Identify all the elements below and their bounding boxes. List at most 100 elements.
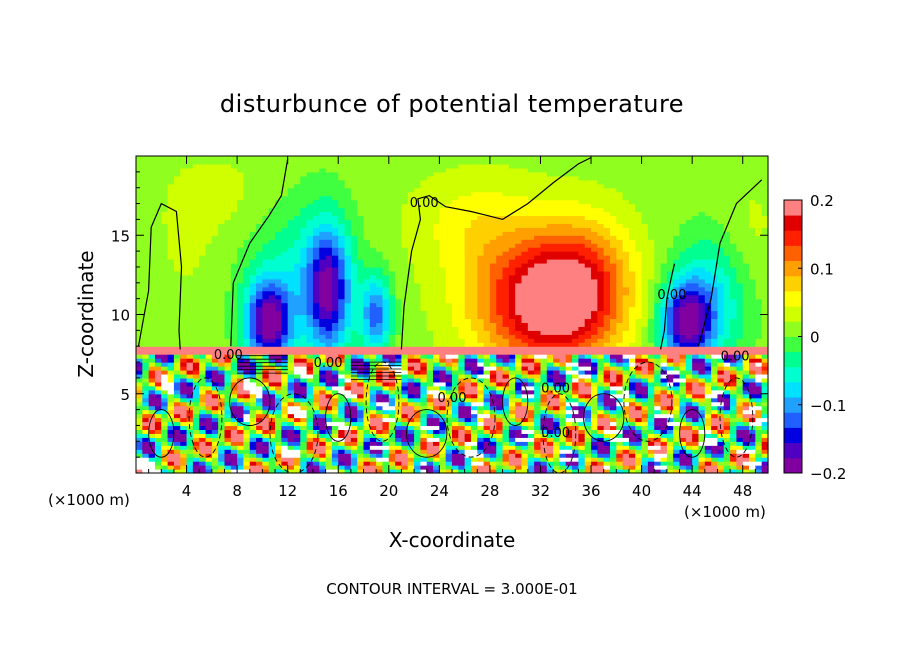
heatmap-cell	[218, 191, 226, 197]
heatmap-cell	[470, 346, 478, 351]
heatmap-cell	[211, 346, 219, 351]
heatmap-cell	[363, 405, 371, 411]
heatmap-cell	[319, 429, 327, 434]
heatmap-cell	[344, 298, 352, 304]
heatmap-cell	[224, 207, 232, 213]
heatmap-cell	[338, 397, 346, 403]
heatmap-cell	[161, 266, 169, 272]
heatmap-cell	[420, 429, 428, 434]
heatmap-cell	[287, 286, 295, 292]
heatmap-cell	[268, 461, 276, 466]
heatmap-cell	[369, 219, 377, 224]
heatmap-cell	[382, 223, 390, 228]
heatmap-cell	[237, 326, 245, 331]
heatmap-cell	[148, 306, 156, 312]
heatmap-cell	[325, 393, 333, 399]
heatmap-cell	[508, 334, 516, 339]
heatmap-cell	[439, 433, 447, 438]
heatmap-cell	[319, 159, 327, 165]
heatmap-cell	[382, 322, 390, 327]
heatmap-cell	[357, 294, 365, 300]
heatmap-cell	[502, 239, 510, 244]
heatmap-cell	[338, 350, 346, 355]
heatmap-cell	[205, 381, 213, 387]
heatmap-cell	[338, 346, 346, 351]
heatmap-cell	[344, 167, 352, 173]
heatmap-cell	[230, 358, 238, 363]
heatmap-cell	[433, 326, 440, 331]
heatmap-cell	[433, 358, 440, 363]
heatmap-cell	[256, 171, 263, 177]
heatmap-cell	[477, 421, 485, 427]
heatmap-cell	[218, 167, 226, 173]
heatmap-cell	[344, 290, 352, 296]
heatmap-cell	[154, 449, 162, 454]
heatmap-cell	[464, 369, 472, 375]
heatmap-cell	[287, 393, 295, 399]
heatmap-cell	[173, 417, 181, 423]
heatmap-cell	[319, 409, 327, 415]
heatmap-cell	[433, 354, 440, 359]
heatmap-cell	[420, 437, 428, 442]
heatmap-cell	[376, 266, 384, 272]
heatmap-cell	[407, 330, 415, 335]
heatmap-cell	[319, 207, 327, 213]
heatmap-cell	[369, 255, 377, 260]
heatmap-cell	[136, 405, 143, 411]
heatmap-cell	[287, 409, 295, 415]
heatmap-cell	[319, 167, 327, 173]
heatmap-cell	[376, 207, 384, 213]
heatmap-cell	[142, 243, 150, 248]
heatmap-cell	[287, 453, 295, 458]
heatmap-cell	[161, 314, 169, 320]
heatmap-cell	[477, 457, 485, 462]
heatmap-cell	[224, 314, 232, 320]
heatmap-cell	[521, 282, 529, 288]
heatmap-cell	[388, 330, 396, 335]
heatmap-cell	[489, 171, 497, 177]
heatmap-cell	[192, 401, 200, 407]
heatmap-cell	[312, 211, 320, 217]
heatmap-cell	[199, 290, 207, 296]
heatmap-cell	[192, 409, 200, 415]
heatmap-cell	[445, 457, 453, 462]
heatmap-cell	[382, 449, 390, 454]
heatmap-cell	[142, 262, 150, 268]
heatmap-cell	[344, 322, 352, 327]
heatmap-cell	[489, 262, 497, 268]
heatmap-cell	[445, 274, 453, 280]
heatmap-cell	[262, 346, 270, 351]
heatmap-cell	[275, 282, 282, 288]
heatmap-cell	[230, 171, 238, 177]
heatmap-cell	[325, 346, 333, 351]
heatmap-cell	[527, 338, 535, 343]
heatmap-cell	[224, 247, 232, 252]
heatmap-cell	[211, 251, 219, 256]
heatmap-cell	[243, 457, 251, 462]
heatmap-cell	[300, 270, 308, 276]
heatmap-cell	[439, 469, 447, 474]
heatmap-cell	[502, 159, 510, 165]
heatmap-cell	[477, 243, 485, 248]
heatmap-cell	[154, 231, 162, 236]
heatmap-cell	[464, 298, 472, 304]
heatmap-cell	[287, 255, 295, 260]
heatmap-cell	[401, 278, 409, 284]
heatmap-cell	[376, 381, 384, 387]
heatmap-cell	[363, 350, 371, 355]
heatmap-cell	[395, 322, 403, 327]
heatmap-cell	[363, 425, 371, 431]
heatmap-cell	[521, 389, 529, 395]
heatmap-cell	[281, 286, 289, 292]
heatmap-cell	[306, 393, 314, 399]
heatmap-cell	[249, 409, 257, 415]
heatmap-cell	[515, 405, 523, 411]
heatmap-cell	[395, 354, 403, 359]
heatmap-cell	[237, 457, 245, 462]
heatmap-cell	[243, 207, 251, 213]
heatmap-cell	[325, 243, 333, 248]
heatmap-cell	[426, 362, 434, 367]
heatmap-cell	[420, 449, 428, 454]
heatmap-cell	[464, 235, 472, 240]
heatmap-cell	[294, 334, 301, 339]
